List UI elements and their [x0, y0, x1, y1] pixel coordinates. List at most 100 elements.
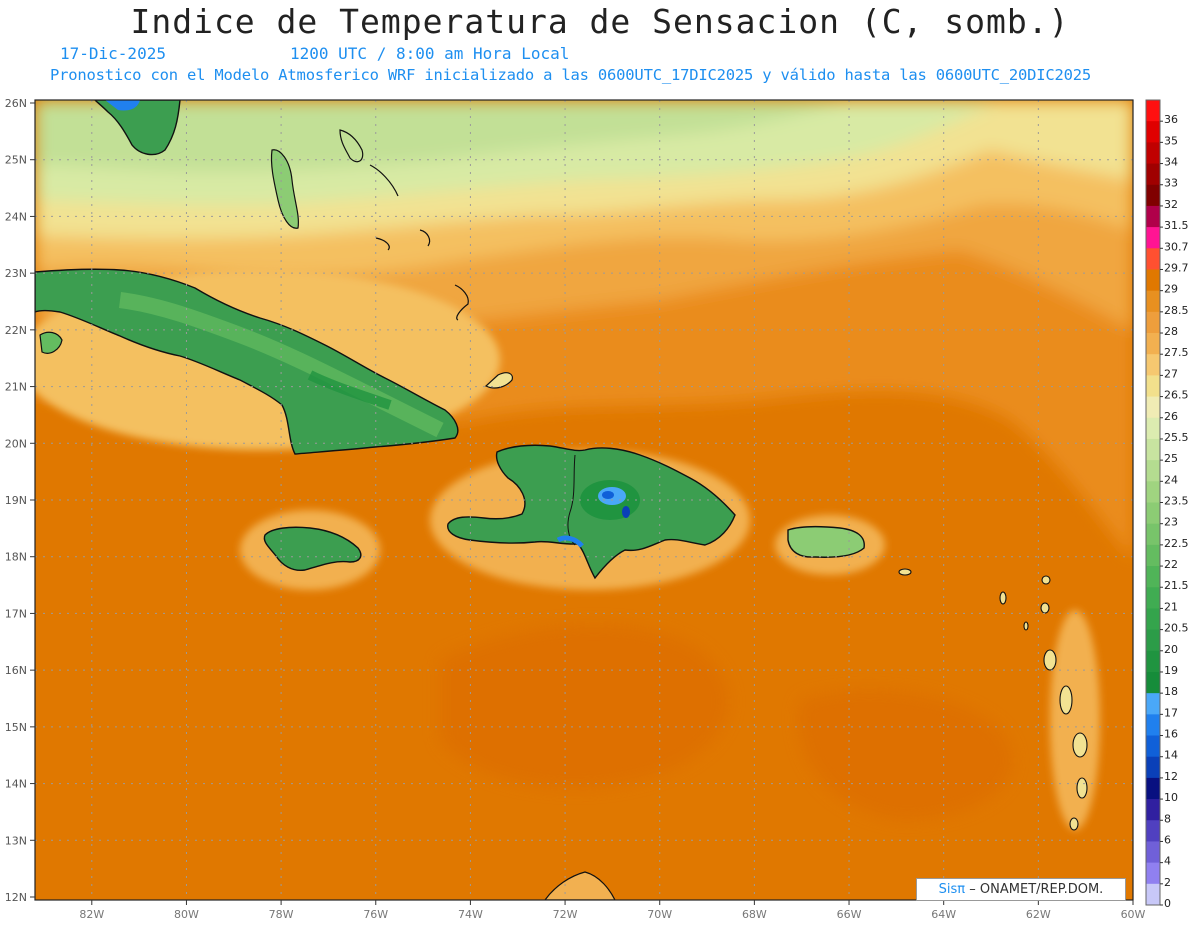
lon-label: 82W: [79, 908, 104, 921]
sispi-logo: Sisπ: [938, 882, 966, 897]
legend-swatch: [1146, 438, 1160, 461]
legend-swatch: [1146, 883, 1160, 906]
lat-label: 12N: [5, 891, 27, 904]
legend-swatch: [1146, 756, 1160, 779]
lat-label: 21N: [5, 381, 27, 394]
legend-label: 29.7: [1164, 261, 1189, 274]
temperature-field: [35, 100, 1133, 900]
legend-swatch: [1146, 375, 1160, 398]
legend-swatch: [1146, 735, 1160, 758]
legend-swatch: [1146, 693, 1160, 715]
legend-label: 36: [1164, 113, 1178, 126]
legend-label: 33: [1164, 177, 1178, 190]
legend-label: 20.5: [1164, 622, 1189, 635]
forecast-date: 17-Dic-2025: [60, 44, 166, 63]
legend-label: 29: [1164, 283, 1178, 296]
legend-swatch: [1146, 100, 1160, 122]
legend-swatch: [1146, 354, 1160, 376]
legend-label: 4: [1164, 855, 1171, 868]
legend-label: 24: [1164, 473, 1178, 486]
lat-label: 23N: [5, 267, 27, 280]
lat-label: 19N: [5, 494, 27, 507]
credit-box: Sisπ – ONAMET/REP.DOM.: [916, 878, 1126, 901]
legend-label: 26: [1164, 410, 1178, 423]
lon-label: 64W: [931, 908, 956, 921]
legend-label: 22.5: [1164, 537, 1189, 550]
map-title: Indice de Temperatura de Sensacion (C, s…: [130, 2, 1070, 41]
lon-label: 66W: [837, 908, 862, 921]
lon-label: 70W: [647, 908, 672, 921]
florida: [94, 100, 181, 156]
legend-swatch: [1146, 544, 1160, 567]
color-scale-legend: 363534333231.530.729.72928.52827.52726.5…: [1145, 99, 1189, 910]
legend-label: 22: [1164, 558, 1178, 571]
legend-swatch: [1146, 841, 1160, 864]
legend-swatch: [1146, 777, 1160, 800]
lon-label: 80W: [174, 908, 199, 921]
lat-label: 17N: [5, 607, 27, 620]
lat-label: 15N: [5, 721, 27, 734]
legend-label: 21.5: [1164, 579, 1189, 592]
legend-swatch: [1146, 460, 1160, 482]
legend-label: 27: [1164, 367, 1178, 380]
legend-label: 18: [1164, 685, 1178, 698]
legend-label: 20: [1164, 643, 1178, 656]
legend-label: 23.5: [1164, 495, 1189, 508]
legend-label: 30.7: [1164, 240, 1189, 253]
legend-label: 10: [1164, 791, 1178, 804]
legend-label: 32: [1164, 198, 1178, 211]
gridlines: [35, 100, 1133, 900]
legend-label: 27.5: [1164, 346, 1189, 359]
lat-label: 24N: [5, 210, 27, 223]
legend-swatch: [1146, 184, 1160, 207]
legend-swatch: [1146, 587, 1160, 609]
legend-swatch: [1146, 311, 1160, 334]
lat-label: 22N: [5, 324, 27, 337]
lon-label: 60W: [1121, 908, 1146, 921]
lon-label: 74W: [458, 908, 483, 921]
legend-swatch: [1146, 417, 1160, 440]
legend-label: 0: [1164, 897, 1171, 910]
legend-swatch: [1146, 502, 1160, 525]
legend-label: 12: [1164, 770, 1178, 783]
legend-swatch: [1146, 650, 1160, 673]
lon-label: 68W: [742, 908, 767, 921]
legend-label: 23: [1164, 516, 1178, 529]
lat-label: 18N: [5, 551, 27, 564]
legend-label: 25: [1164, 452, 1178, 465]
legend-swatch: [1146, 820, 1160, 842]
legend-label: 6: [1164, 833, 1171, 846]
south-america-coast: [544, 871, 616, 900]
legend-swatch: [1146, 629, 1160, 652]
legend-label: 8: [1164, 812, 1171, 825]
legend-swatch: [1146, 523, 1160, 546]
lat-label: 13N: [5, 834, 27, 847]
legend-swatch: [1146, 671, 1160, 694]
lon-label: 62W: [1026, 908, 1051, 921]
legend-label: 26.5: [1164, 389, 1189, 402]
legend-label: 28: [1164, 325, 1178, 338]
legend-swatch: [1146, 269, 1160, 292]
legend-swatch: [1146, 862, 1160, 885]
legend-swatch: [1146, 566, 1160, 588]
legend-label: 21: [1164, 600, 1178, 613]
legend-label: 35: [1164, 134, 1178, 147]
lat-label: 16N: [5, 664, 27, 677]
legend-label: 19: [1164, 664, 1178, 677]
legend-swatch: [1146, 205, 1160, 228]
lat-label: 14N: [5, 778, 27, 791]
credit-text: – ONAMET/REP.DOM.: [969, 882, 1104, 897]
longitude-axis: 82W 80W 78W 76W 74W 72W 70W 68W 66W 64W 62W 60W: [79, 900, 1146, 921]
legend-swatch: [1146, 290, 1160, 313]
legend-label: 34: [1164, 156, 1178, 169]
latitude-axis: 26N 25N 24N 23N 22N 21N 20N 19N 18N 17N 16N 15N 14N 1…: [5, 97, 35, 904]
legend-swatch: [1146, 142, 1160, 165]
legend-swatch: [1146, 481, 1160, 503]
legend-swatch: [1146, 121, 1160, 143]
puerto-rico: [787, 525, 865, 558]
bahamas: [270, 129, 513, 389]
legend-label: 14: [1164, 749, 1178, 762]
legend-swatch: [1146, 248, 1160, 270]
legend-swatch: [1146, 396, 1160, 419]
legend-label: 2: [1164, 876, 1171, 889]
